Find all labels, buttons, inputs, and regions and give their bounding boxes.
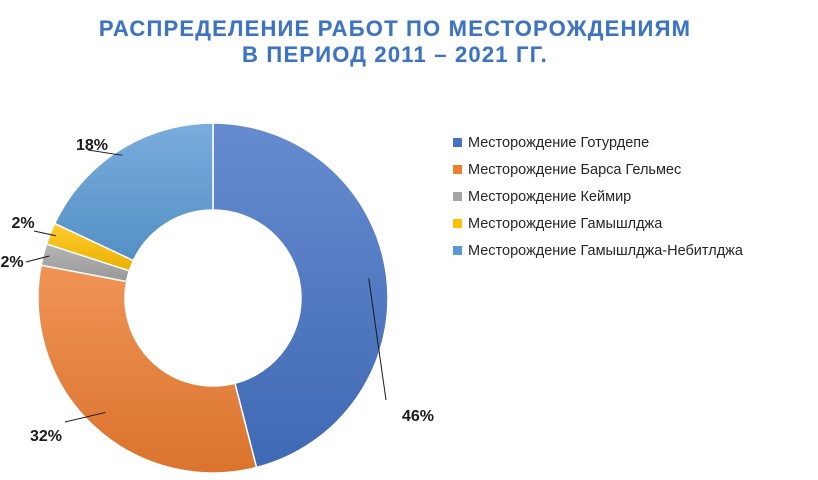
donut-slice-5 [53, 122, 214, 262]
data-label-5: 18% [76, 137, 108, 154]
donut-slice-2 [37, 264, 258, 474]
donut-slices [37, 122, 389, 474]
legend-swatch [453, 138, 462, 147]
legend-item-4: Месторождение Гамышлджа [453, 210, 743, 237]
legend-item-5: Месторождение Гамышлджа-Небитлджа [453, 237, 743, 264]
chart-title-line-1: РАСПРЕДЕЛЕНИЕ РАБОТ ПО МЕСТОРОЖДЕНИЯМ [98, 16, 692, 41]
chart-title-line-2: В ПЕРИОД 2011 – 2021 ГГ. [242, 42, 548, 67]
chart-title: РАСПРЕДЕЛЕНИЕ РАБОТ ПО МЕСТОРОЖДЕНИЯМ В … [0, 16, 790, 68]
chart-legend: Месторождение Готурдепе Месторождение Бар… [453, 129, 743, 264]
data-label-3: 2% [0, 254, 23, 271]
leader-line-5 [87, 149, 123, 156]
legend-label: Месторождение Барса Гельмес [468, 161, 682, 178]
legend-swatch [453, 192, 462, 201]
leader-line-3 [25, 255, 50, 263]
legend-label: Месторождение Гамышлджа-Небитлджа [468, 242, 743, 259]
leader-lines [25, 149, 387, 423]
data-label-4: 2% [11, 215, 34, 232]
legend-label: Месторождение Кеймир [468, 188, 632, 205]
legend-label: Месторождение Гамышлджа [468, 215, 663, 232]
data-label-1: 46% [402, 408, 434, 425]
legend-swatch [453, 246, 462, 255]
legend-swatch [453, 165, 462, 174]
legend-item-2: Месторождение Барса Гельмес [453, 156, 743, 183]
legend-swatch [453, 219, 462, 228]
legend-item-1: Месторождение Готурдепе [453, 129, 743, 156]
donut-slice-1 [212, 122, 389, 469]
leader-line-4 [33, 230, 56, 237]
legend-item-3: Месторождение Кеймир [453, 183, 743, 210]
legend-label: Месторождение Готурдепе [468, 134, 650, 151]
data-labels: 46% 32% 2% 2% 18% [0, 137, 434, 445]
leader-line-1 [368, 278, 387, 401]
data-label-2: 32% [30, 428, 62, 445]
leader-line-2 [64, 411, 106, 423]
